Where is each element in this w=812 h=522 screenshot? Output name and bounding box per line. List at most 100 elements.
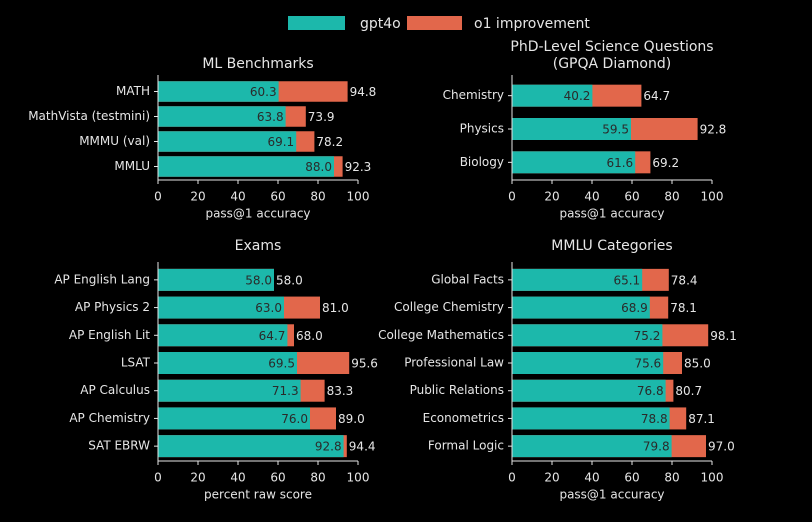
legend-swatch: [407, 16, 462, 30]
bar: [158, 81, 279, 102]
value-label: 69.2: [652, 156, 679, 170]
bar: [158, 379, 301, 402]
value-label: 64.7: [259, 329, 286, 343]
x-tick-label: 100: [347, 471, 370, 485]
y-tick-label: Public Relations: [410, 383, 504, 397]
value-label: 73.9: [308, 110, 335, 124]
value-label: 61.6: [606, 156, 633, 170]
y-tick-label: AP Physics 2: [75, 300, 150, 314]
value-label: 92.8: [315, 440, 342, 454]
x-tick-label: 100: [347, 190, 370, 204]
value-label: 63.0: [255, 301, 282, 315]
legend-swatch: [288, 16, 345, 30]
bar: [158, 352, 297, 374]
x-tick-label: 60: [270, 471, 285, 485]
bar: [158, 324, 288, 347]
legend-label: o1 improvement: [474, 16, 590, 32]
value-label: 98.1: [710, 329, 737, 343]
x-axis-label: pass@1 accuracy: [205, 207, 310, 221]
bar: [158, 407, 310, 430]
x-tick-label: 20: [544, 471, 559, 485]
bar: [512, 379, 666, 402]
value-label: 68.9: [621, 301, 648, 315]
chart-subtitle: (GPQA Diamond): [553, 56, 671, 72]
value-label: 81.0: [322, 301, 349, 315]
y-tick-label: Formal Logic: [428, 439, 504, 453]
value-label: 75.2: [634, 329, 661, 343]
bar: [158, 131, 297, 152]
value-label: 78.4: [671, 273, 698, 287]
value-label: 75.6: [634, 357, 661, 371]
value-label: 78.2: [316, 135, 343, 149]
x-tick-label: 60: [624, 471, 639, 485]
value-label: 92.3: [345, 160, 372, 174]
value-label: 94.8: [350, 85, 377, 99]
value-label: 97.0: [708, 440, 735, 454]
value-label: 76.0: [281, 412, 308, 426]
bar: [512, 324, 663, 347]
value-label: 65.1: [613, 273, 640, 287]
x-axis-label: pass@1 accuracy: [559, 207, 664, 221]
value-label: 64.7: [643, 89, 670, 103]
x-tick-label: 0: [508, 190, 516, 204]
value-label: 63.8: [257, 110, 284, 124]
bar: [512, 435, 672, 458]
value-label: 76.8: [637, 384, 664, 398]
x-tick-label: 40: [230, 471, 245, 485]
y-tick-label: MMMU (val): [79, 134, 150, 148]
y-tick-label: Econometrics: [423, 411, 504, 425]
value-label: 78.1: [670, 301, 697, 315]
value-label: 87.1: [688, 412, 715, 426]
y-tick-label: LSAT: [121, 356, 151, 370]
legend-label: gpt4o: [360, 16, 401, 32]
value-label: 69.1: [267, 135, 294, 149]
value-label: 92.8: [700, 123, 727, 137]
x-axis-label: pass@1 accuracy: [559, 488, 664, 502]
x-tick-label: 100: [701, 471, 724, 485]
y-tick-label: AP Chemistry: [69, 411, 150, 425]
chart-title: Exams: [235, 238, 282, 254]
bar: [512, 407, 670, 430]
x-tick-label: 0: [154, 190, 162, 204]
value-label: 58.0: [245, 273, 272, 287]
value-label: 59.5: [602, 123, 629, 137]
value-label: 79.8: [643, 440, 670, 454]
value-label: 95.6: [351, 357, 378, 371]
bar: [512, 296, 650, 319]
bar: [512, 151, 636, 174]
bar: [512, 84, 593, 107]
value-label: 69.5: [268, 357, 295, 371]
y-tick-label: College Chemistry: [394, 300, 504, 314]
y-tick-label: SAT EBRW: [88, 439, 150, 453]
value-label: 88.0: [305, 160, 332, 174]
y-tick-label: Physics: [460, 122, 504, 136]
y-tick-label: MATH: [116, 84, 150, 98]
x-tick-label: 40: [584, 190, 599, 204]
x-axis-label: percent raw score: [204, 488, 312, 502]
x-tick-label: 20: [190, 190, 205, 204]
x-tick-label: 80: [664, 471, 679, 485]
bar: [158, 106, 286, 127]
chart-title: ML Benchmarks: [202, 56, 313, 72]
value-label: 89.0: [338, 412, 365, 426]
x-tick-label: 60: [270, 190, 285, 204]
x-tick-label: 0: [508, 471, 516, 485]
value-label: 40.2: [564, 89, 591, 103]
y-tick-label: MMLU: [114, 159, 150, 173]
y-tick-label: AP English Lit: [69, 328, 150, 342]
value-label: 80.7: [675, 384, 702, 398]
y-tick-label: Professional Law: [404, 356, 504, 370]
x-tick-label: 20: [544, 190, 559, 204]
value-label: 94.4: [349, 440, 376, 454]
y-tick-label: MathVista (testmini): [28, 109, 150, 123]
chart-title: PhD-Level Science Questions: [510, 39, 713, 55]
value-label: 85.0: [684, 357, 711, 371]
value-label: 60.3: [250, 85, 277, 99]
bar: [512, 268, 643, 291]
x-tick-label: 100: [701, 190, 724, 204]
y-tick-label: Chemistry: [443, 88, 504, 102]
x-tick-label: 60: [624, 190, 639, 204]
x-tick-label: 40: [230, 190, 245, 204]
bar: [158, 156, 334, 177]
